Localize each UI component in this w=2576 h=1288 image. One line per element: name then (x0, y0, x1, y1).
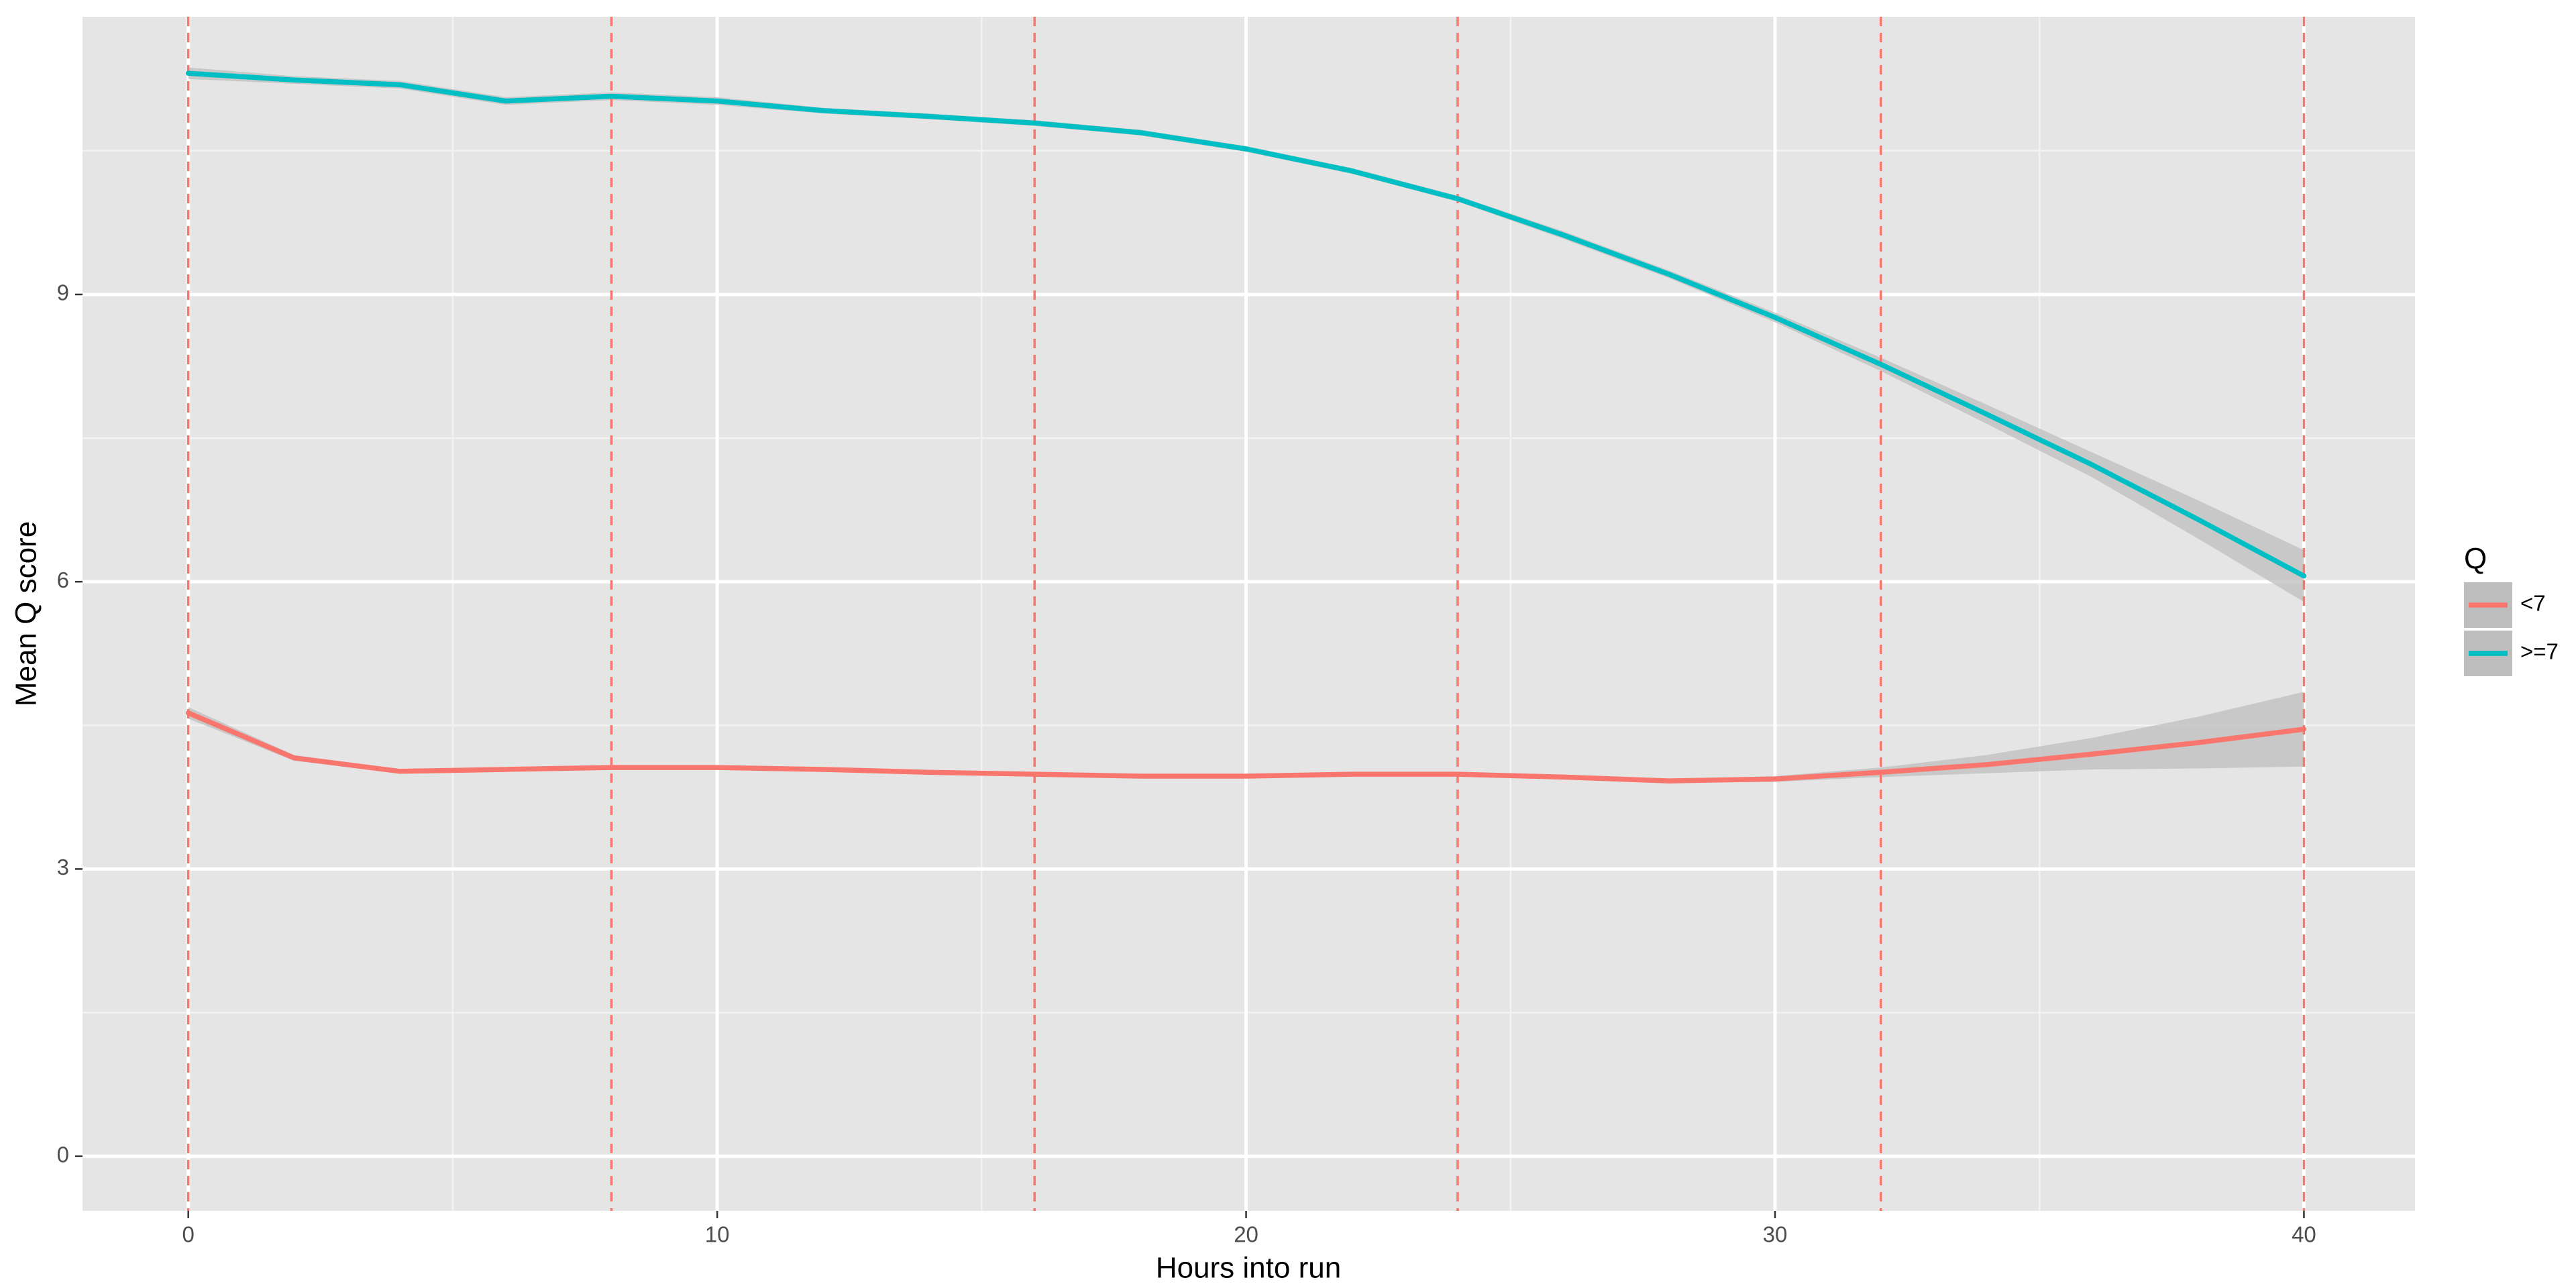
x-tick-label: 10 (705, 1222, 730, 1247)
x-tick-label: 40 (2292, 1222, 2316, 1247)
x-tick-label: 0 (182, 1222, 195, 1247)
x-axis-title: Hours into run (1156, 1252, 1341, 1285)
legend-label: >=7 (2520, 639, 2559, 664)
x-tick-label: 20 (1234, 1222, 1258, 1247)
y-tick-label: 9 (57, 280, 69, 305)
y-axis-title: Mean Q score (10, 521, 43, 706)
legend-label: <7 (2520, 591, 2546, 616)
legend-title: Q (2464, 543, 2487, 576)
y-tick-label: 0 (57, 1142, 69, 1167)
y-tick-label: 6 (57, 568, 69, 592)
series-line (185, 70, 2307, 579)
x-tick-label: 30 (1763, 1222, 1788, 1247)
y-tick-label: 3 (57, 855, 69, 879)
panel (83, 17, 2415, 1211)
series-line (185, 710, 2307, 784)
